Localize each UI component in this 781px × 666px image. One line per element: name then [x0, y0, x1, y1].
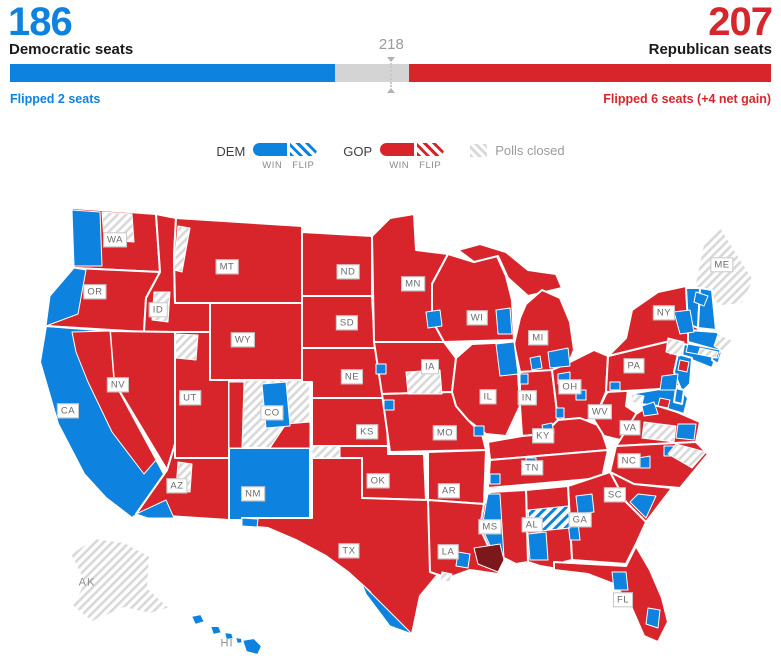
state-mt[interactable]	[173, 217, 303, 304]
polls-closed-patches	[101, 211, 733, 583]
gop-district-patches	[71, 330, 690, 475]
gop-seat-bar-segment	[408, 64, 771, 82]
seat-balance-bar	[10, 64, 771, 82]
gop-seat-count: 207	[708, 0, 773, 44]
us-map-container: WA OR CA NV ID MT WY UT CO AZ NM ND SD NE KS OK TX MN IA MO…	[28, 192, 768, 666]
polls-closed-hatch-icon	[470, 144, 488, 157]
gop-flip-note: Flipped 6 seats (+4 net gain)	[603, 92, 771, 106]
state-mi-upper[interactable]	[457, 243, 563, 297]
map-legend: DEM WIN FLIP GOP WIN	[0, 143, 781, 171]
marker-top-arrow-icon	[387, 57, 396, 62]
state-wy[interactable]	[209, 302, 303, 381]
legend-polls-closed-label: Polls closed	[495, 143, 565, 158]
gop-seat-label: Republican seats	[648, 41, 772, 58]
state-nm[interactable]	[228, 447, 311, 521]
state-ks[interactable]	[311, 397, 389, 447]
dem-seat-bar-segment	[10, 64, 336, 82]
legend-dem-win-caption: WIN	[262, 160, 283, 171]
legend-polls-closed-item: Polls closed	[470, 143, 565, 158]
legend-dem-flip-swatch	[290, 143, 318, 156]
dem-seat-count: 186	[8, 0, 73, 44]
legend-gop-flip-swatch	[417, 143, 445, 156]
marker-bottom-arrow-icon	[387, 88, 396, 93]
state-ar[interactable]	[427, 449, 487, 505]
state-ak[interactable]	[69, 537, 171, 623]
majority-threshold-label: 218	[378, 36, 404, 53]
state-hi[interactable]	[190, 613, 263, 656]
dem-flip-patches	[527, 505, 571, 533]
legend-gop-item: GOP WIN FLIP	[343, 143, 445, 171]
legend-gop-label: GOP	[343, 144, 373, 159]
legend-dem-label: DEM	[216, 144, 246, 159]
dem-seat-label: Democratic seats	[9, 41, 134, 58]
us-house-map[interactable]	[28, 192, 768, 666]
state-ne[interactable]	[301, 347, 387, 399]
legend-gop-flip-caption: FLIP	[419, 160, 442, 171]
legend-dem-flip-caption: FLIP	[292, 160, 315, 171]
legend-dem-item: DEM WIN FLIP	[216, 143, 318, 171]
state-fl[interactable]	[553, 545, 669, 643]
legend-gop-win-swatch	[380, 143, 415, 156]
legend-gop-win-caption: WIN	[389, 160, 410, 171]
runoff-district-patches	[473, 543, 505, 573]
state-de[interactable]	[673, 387, 685, 405]
state-sd[interactable]	[301, 295, 376, 349]
dem-flip-note: Flipped 2 seats	[10, 92, 101, 106]
state-nd[interactable]	[301, 231, 373, 297]
legend-dem-win-swatch	[253, 143, 288, 156]
